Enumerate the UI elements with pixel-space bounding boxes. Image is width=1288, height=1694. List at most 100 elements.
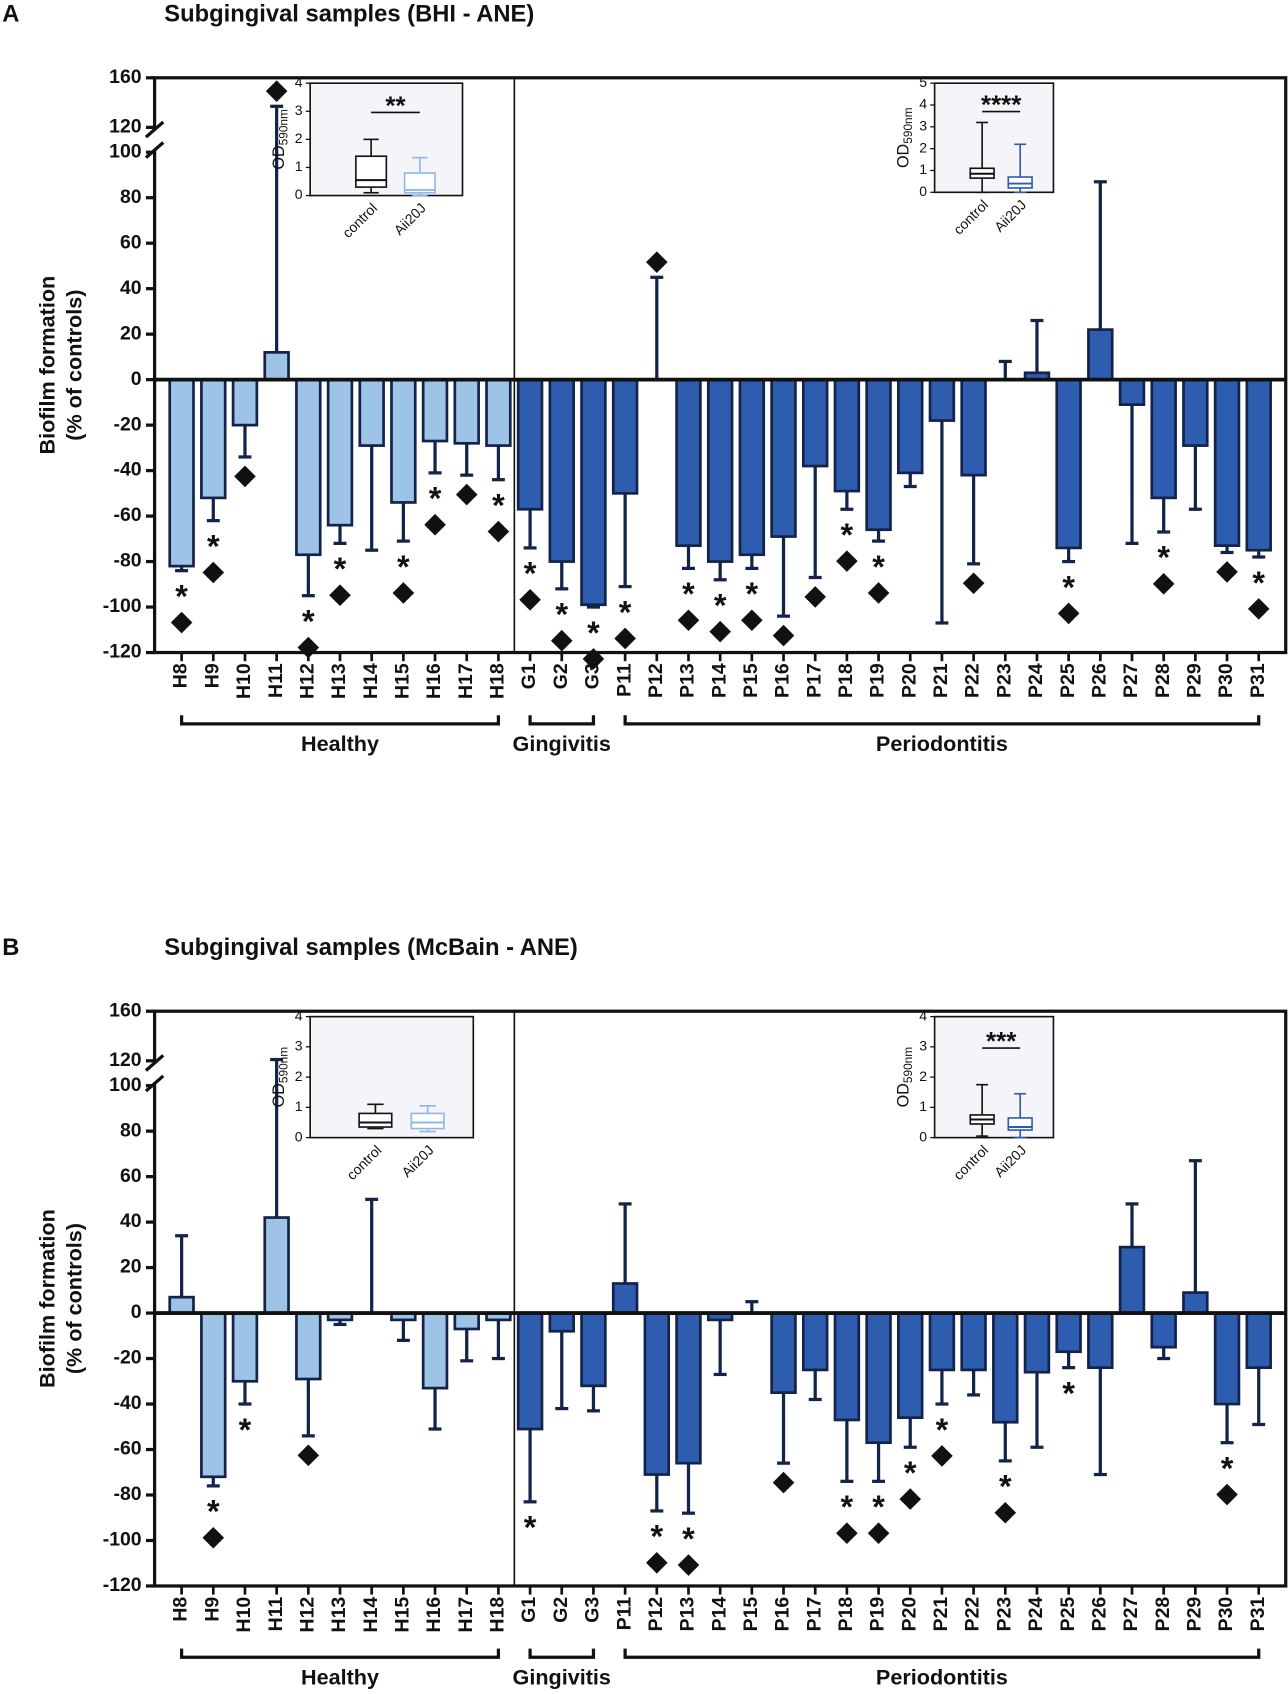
- inset-y-tick-label: 2: [919, 1068, 927, 1084]
- bar: [738, 378, 766, 557]
- y-tick-label: -40: [114, 1392, 142, 1414]
- inset-y-tick-label: 3: [295, 1038, 303, 1054]
- y-tick-label: -40: [114, 459, 142, 481]
- bar: [168, 378, 195, 568]
- inset-x-label: Aii20J: [991, 197, 1029, 235]
- significance-diamond: [487, 520, 510, 543]
- x-tick-label: P21: [930, 1597, 952, 1632]
- x-tick-label: P25: [1057, 1597, 1079, 1632]
- inset-y-label-sub: 590nm: [901, 1047, 915, 1083]
- significance-star: *: [936, 1412, 949, 1448]
- bar: [1118, 378, 1146, 407]
- bar: [643, 1311, 671, 1476]
- inset-y-tick-label: 3: [919, 118, 927, 134]
- significance-star: *: [175, 578, 188, 614]
- significance-diamond: [741, 609, 763, 632]
- inset-x-label: Aii20J: [398, 1142, 436, 1180]
- bar: [1023, 1311, 1051, 1374]
- panel-label: B: [2, 934, 19, 961]
- significance-diamond: [772, 1471, 795, 1494]
- bar: [865, 1311, 892, 1445]
- inset-y-label: OD590nm: [270, 1047, 290, 1108]
- y-axis-label: (% of controls): [61, 290, 86, 441]
- x-tick-label: H18: [487, 663, 509, 699]
- significance-diamond: [424, 513, 446, 536]
- x-tick-label: P18: [835, 663, 857, 698]
- x-tick-label: P27: [1120, 663, 1142, 698]
- group-label: Gingivitis: [513, 1665, 611, 1690]
- x-tick-label: P31: [1247, 663, 1269, 698]
- bar: [485, 378, 512, 447]
- bar: [706, 378, 734, 563]
- inset-y-tick-label: 3: [919, 1038, 927, 1054]
- significance-star: *: [1221, 1450, 1234, 1486]
- x-tick-label: P13: [677, 663, 699, 698]
- significance-star: *: [492, 487, 505, 523]
- axis-break-mark: [144, 120, 165, 139]
- bar: [770, 1311, 797, 1395]
- y-tick-label: -80: [114, 1483, 142, 1505]
- significance-diamond: [582, 648, 605, 670]
- y-tick-label: 80: [120, 186, 142, 208]
- significance-star: *: [650, 1519, 663, 1555]
- x-tick-label: G1: [518, 1597, 540, 1623]
- x-tick-label: P12: [645, 663, 667, 698]
- group-bracket: [623, 715, 1261, 726]
- x-tick-label: P27: [1120, 1597, 1142, 1632]
- inset-x-label: control: [950, 1142, 991, 1183]
- inset-y-tick-label: 3: [295, 102, 303, 118]
- significance-star: *: [1157, 540, 1170, 576]
- bar: [1150, 378, 1177, 500]
- bar: [548, 1311, 576, 1333]
- y-tick-label: 80: [120, 1119, 142, 1141]
- bar: [421, 378, 449, 443]
- significance-diamond: [392, 582, 415, 604]
- x-tick-label: P26: [1088, 1597, 1110, 1632]
- x-tick-label: P16: [772, 663, 794, 698]
- group-label: Periodontitis: [876, 1665, 1008, 1690]
- axis-break-mark: [144, 1074, 165, 1093]
- x-tick-label: P12: [645, 1597, 667, 1632]
- inset-y-tick-label: 1: [295, 1098, 303, 1114]
- significance-diamond: [170, 611, 193, 634]
- bar: [897, 378, 924, 475]
- bar: [992, 1311, 1019, 1424]
- x-tick-label: H12: [296, 663, 318, 699]
- significance-star: *: [1252, 565, 1265, 601]
- significance-diamond: [677, 1554, 700, 1576]
- bar: [960, 378, 987, 477]
- bar: [1213, 378, 1241, 548]
- y-tick-label: -100: [103, 595, 142, 617]
- x-tick-label: H17: [455, 663, 477, 699]
- x-tick-label: H10: [233, 1597, 255, 1633]
- y-axis-label: Biofilm formation: [34, 1209, 59, 1388]
- bar: [295, 378, 322, 557]
- x-tick-label: H16: [423, 1597, 445, 1633]
- bar: [453, 1311, 480, 1331]
- y-tick-label: -60: [114, 1438, 142, 1460]
- inset-x-label: control: [950, 197, 991, 238]
- bar: [1055, 378, 1082, 550]
- significance-diamond: [867, 1522, 890, 1545]
- x-tick-label: P30: [1215, 663, 1237, 698]
- x-tick-label: G2: [550, 663, 572, 689]
- inset-y-label-main: OD: [895, 144, 913, 168]
- inset-y-tick-label: 0: [295, 1128, 303, 1144]
- x-tick-label: P14: [708, 663, 730, 698]
- x-tick-label: P17: [803, 1597, 825, 1632]
- significance-label: ***: [986, 1028, 1017, 1056]
- bar: [168, 1295, 195, 1315]
- x-tick-label: P29: [1184, 663, 1206, 698]
- significance-star: *: [587, 615, 600, 651]
- y-tick-label: -120: [103, 641, 142, 663]
- inset-y-tick-label: 1: [919, 161, 927, 177]
- significance-diamond: [329, 584, 351, 607]
- inset-x-label: control: [339, 200, 380, 241]
- x-tick-label: G1: [518, 663, 540, 689]
- bar: [295, 1311, 322, 1381]
- significance-star: *: [207, 528, 220, 564]
- axis-break-gap: [151, 1064, 158, 1083]
- y-tick-label: 100: [109, 1074, 142, 1096]
- significance-diamond: [804, 586, 827, 608]
- x-tick-label: P18: [835, 1597, 857, 1632]
